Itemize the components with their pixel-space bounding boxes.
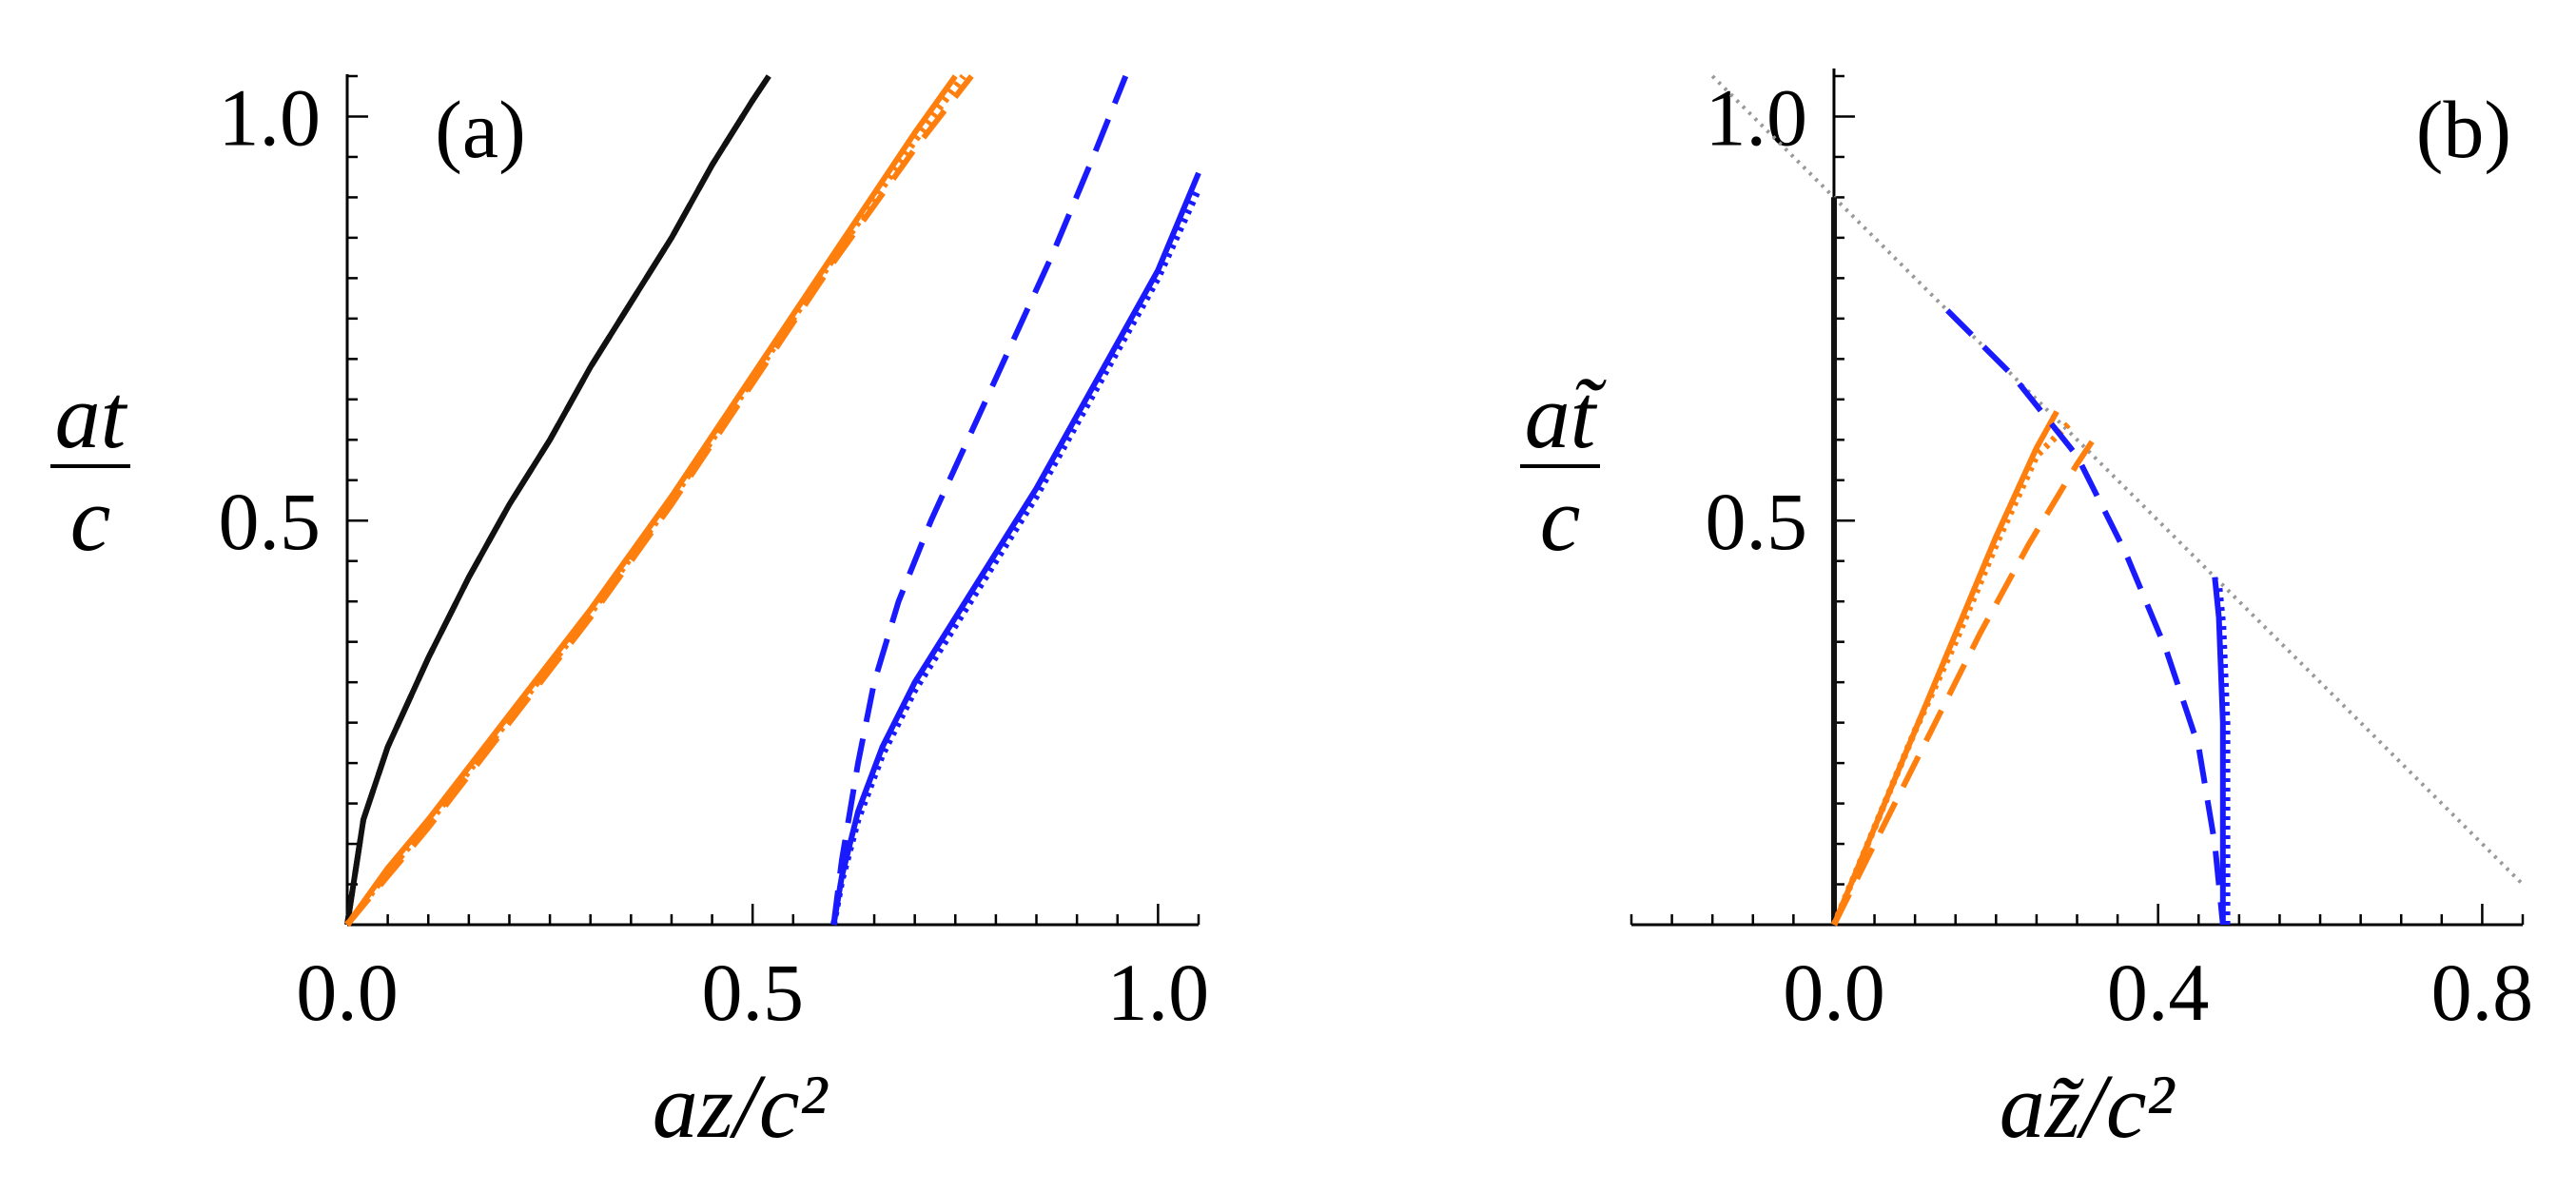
panel-a: 0.0 0.5 1.0 0.5 1.0 az/c² atc (a) (50, 71, 1209, 1157)
panel-label: (a) (435, 84, 525, 175)
series-line-orange-dotted (1830, 420, 2072, 927)
series-line-blue-solid (2212, 577, 2226, 925)
y-tick-label: 0.5 (1705, 476, 1807, 567)
x-tick-label: 0.0 (1783, 947, 1885, 1038)
y-axis-label-numerator: at (55, 365, 128, 467)
x-tick-label: 0.5 (701, 947, 804, 1038)
series-line-gray-dotted (1710, 74, 2525, 886)
x-tick-label: 0.8 (2431, 947, 2534, 1038)
series-line-black-dashed (344, 74, 771, 926)
x-axis-label: az̃/c² (2000, 1055, 2176, 1157)
x-axis-label: az/c² (653, 1055, 829, 1157)
x-tick-label: 0.4 (2107, 947, 2210, 1038)
series-line-orange-dashed (1831, 438, 2096, 927)
y-axis-label-numerator: at̃ (1525, 365, 1607, 467)
series-line-black-solid (344, 74, 771, 926)
y-tick-label: 1.0 (219, 71, 322, 163)
series-line-blue-dotted (829, 187, 1202, 926)
x-tick-label: 1.0 (1107, 947, 1210, 1038)
x-tick-label: 0.0 (296, 947, 399, 1038)
y-axis-label-denominator: c (70, 468, 111, 570)
series-line-blue-solid (830, 171, 1201, 926)
series-group (344, 73, 1202, 928)
series-line-orange-solid (1831, 410, 2059, 927)
series-line-blue-dotted (2215, 584, 2231, 925)
series-line-blue-dashed (1945, 308, 2226, 926)
y-tick-label: 0.5 (219, 476, 322, 567)
series-group (1710, 74, 2525, 927)
series-line-orange-dotted (344, 73, 966, 928)
y-axis-label-denominator: c (1540, 468, 1581, 570)
series-line-orange-dashed (344, 74, 974, 927)
panel-label: (b) (2416, 84, 2511, 175)
series-line-blue-dashed (830, 74, 1129, 926)
